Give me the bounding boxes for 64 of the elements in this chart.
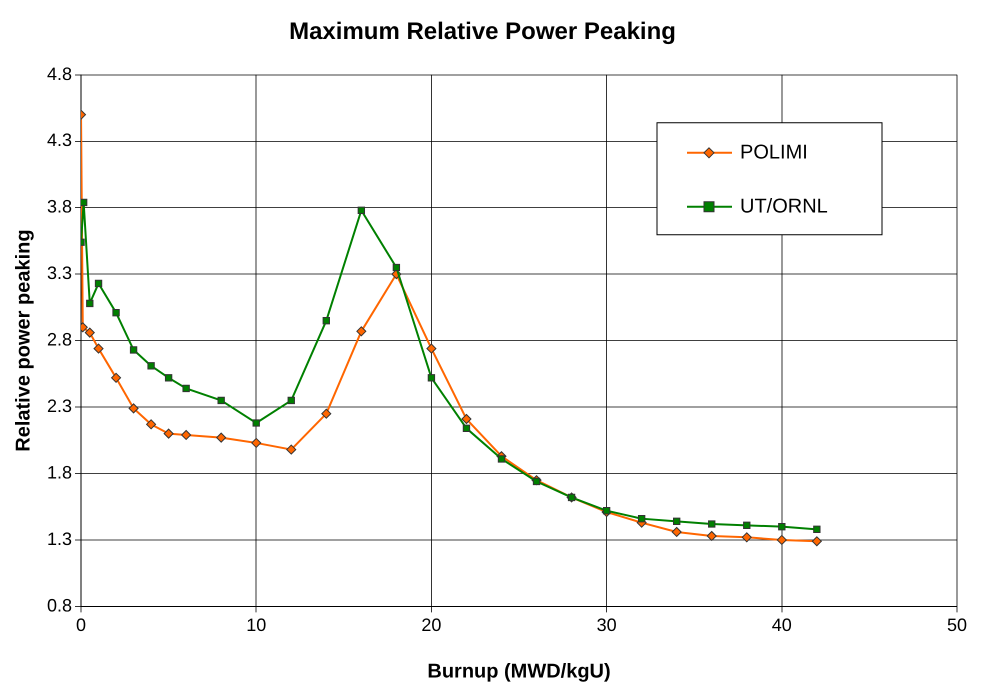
point	[84, 328, 95, 338]
point	[461, 414, 472, 424]
point	[86, 300, 94, 308]
point	[146, 419, 156, 430]
point	[813, 526, 821, 533]
point	[182, 384, 190, 392]
point	[94, 344, 104, 354]
y-tick-label: 4.3	[46, 130, 72, 150]
point	[94, 280, 102, 288]
y-axis-title: Relative power peaking	[12, 229, 35, 452]
x-tick-label: 20	[421, 615, 442, 636]
x-tick-label: 40	[772, 615, 792, 636]
point	[288, 396, 295, 404]
point	[251, 438, 262, 448]
point	[128, 403, 139, 414]
y-tick-label: 1.3	[46, 528, 72, 549]
point	[164, 428, 174, 439]
point	[498, 455, 506, 463]
point	[217, 396, 225, 404]
point	[532, 478, 540, 486]
x-tick-label: 30	[596, 615, 617, 636]
point	[322, 316, 330, 324]
point	[286, 444, 296, 455]
y-tick-label: 3.3	[46, 263, 72, 284]
point	[147, 362, 155, 370]
point	[708, 520, 716, 528]
point	[130, 346, 138, 354]
point	[181, 430, 192, 440]
point	[426, 344, 436, 354]
point	[216, 432, 226, 443]
point	[428, 374, 436, 382]
point	[112, 309, 120, 316]
point	[776, 534, 787, 545]
point	[358, 206, 366, 214]
x-tick-label: 50	[946, 615, 968, 636]
point	[743, 522, 750, 530]
point	[672, 526, 682, 537]
chart-title: Maximum Relative Power Peaking	[289, 18, 676, 46]
legend-label: UT/ORNL	[740, 195, 828, 218]
point	[392, 264, 400, 272]
y-tick-label: 4.8	[46, 64, 72, 84]
y-tick-label: 1.8	[46, 462, 72, 482]
point	[706, 530, 717, 541]
point	[742, 532, 752, 542]
point	[81, 198, 88, 206]
point	[252, 419, 260, 427]
legend-label: POLIMI	[740, 141, 808, 164]
y-tick-label: 3.8	[46, 196, 72, 217]
point	[321, 408, 332, 419]
x-axis-title: Burnup (MWD/kgU)	[427, 660, 611, 683]
point	[812, 536, 822, 546]
point	[164, 374, 172, 382]
y-tick-label: 2.8	[46, 330, 72, 350]
point	[778, 522, 786, 530]
x-tick-label: 10	[246, 615, 266, 636]
point	[602, 507, 610, 514]
point	[111, 372, 122, 383]
point	[638, 515, 646, 522]
point	[356, 326, 366, 336]
point	[462, 424, 470, 432]
point	[673, 518, 680, 526]
x-tick-label: 0	[76, 615, 86, 636]
y-tick-label: 2.3	[46, 396, 72, 416]
y-tick-label: 0.8	[46, 595, 72, 616]
